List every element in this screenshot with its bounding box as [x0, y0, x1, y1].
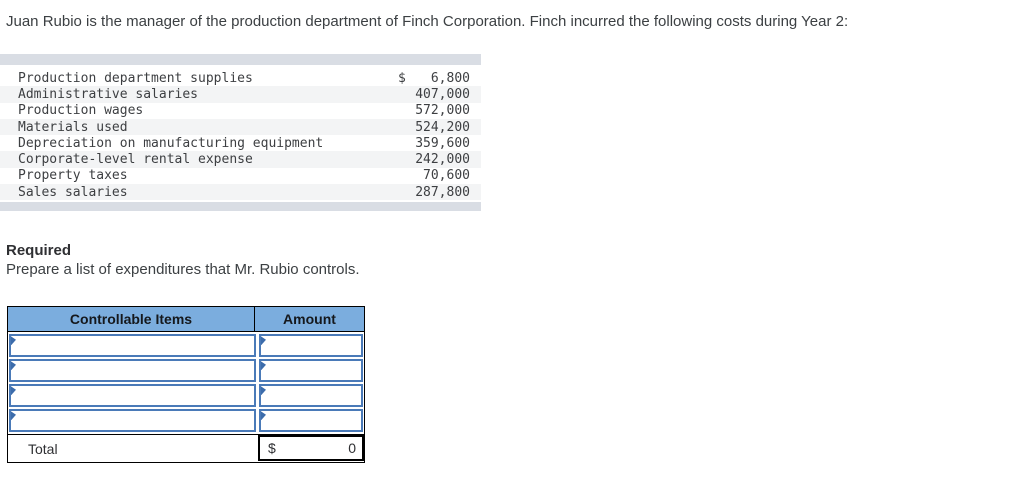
amount-input[interactable] — [261, 386, 361, 406]
cost-amount: 287,800 — [415, 184, 470, 200]
required-heading: Required — [6, 242, 72, 260]
cost-amount: 6,800 — [430, 70, 470, 86]
cost-label: Production wages — [18, 103, 144, 119]
amount-cell[interactable] — [259, 409, 363, 433]
cost-amount: 359,600 — [415, 135, 470, 151]
cost-row: Corporate-level rental expense 242,000 — [0, 151, 481, 168]
total-row: Total $ 0 — [8, 434, 364, 462]
amount-input[interactable] — [261, 411, 361, 431]
editable-cell-marker-icon — [261, 386, 266, 396]
cost-label: Corporate-level rental expense — [18, 152, 253, 168]
cost-table-top-band — [0, 54, 481, 65]
cost-row: Administrative salaries 407,000 — [0, 86, 481, 103]
required-instruction: Prepare a list of expenditures that Mr. … — [6, 261, 360, 279]
cost-table-rows: Production department supplies $ 6,800 A… — [0, 70, 481, 201]
controllable-item-input[interactable] — [11, 411, 254, 431]
cost-label: Sales salaries — [18, 184, 128, 200]
cost-amount: 572,000 — [415, 103, 470, 119]
editable-cell-marker-icon — [261, 336, 266, 346]
column-header-amount: Amount — [283, 311, 336, 328]
cost-table-bottom-band — [0, 202, 481, 212]
cost-amount: 407,000 — [415, 86, 470, 102]
editable-cell-marker-icon — [11, 411, 16, 421]
amount-input[interactable] — [261, 336, 361, 356]
answer-row-3 — [9, 384, 363, 408]
controllable-items-table: Controllable Items Amount — [7, 306, 365, 464]
amount-input[interactable] — [261, 361, 361, 381]
answer-row-4 — [9, 409, 363, 433]
cost-label: Property taxes — [18, 168, 128, 184]
controllable-item-input[interactable] — [11, 336, 254, 356]
editable-cell-marker-icon — [261, 361, 266, 371]
editable-cell-marker-icon — [11, 336, 16, 346]
cost-label: Depreciation on manufacturing equipment — [18, 135, 324, 151]
amount-cell[interactable] — [259, 384, 363, 408]
controllable-item-input[interactable] — [11, 386, 254, 406]
cost-row: Depreciation on manufacturing equipment … — [0, 135, 481, 151]
amount-cell[interactable] — [259, 334, 363, 358]
editable-cell-marker-icon — [261, 411, 266, 421]
cost-table: Production department supplies $ 6,800 A… — [0, 54, 481, 212]
problem-statement: Juan Rubio is the manager of the product… — [6, 13, 849, 30]
total-label: Total — [28, 440, 58, 457]
cost-amount: 524,200 — [415, 119, 470, 135]
cost-label: Materials used — [18, 119, 128, 135]
controllable-item-input[interactable] — [11, 361, 254, 381]
cost-row: Property taxes 70,600 — [0, 168, 481, 184]
cost-amount: 70,600 — [423, 168, 470, 184]
total-amount-value: 0 — [348, 440, 356, 457]
cost-row: Production wages 572,000 — [0, 103, 481, 119]
total-currency-symbol: $ — [268, 440, 276, 457]
cost-row: Materials used 524,200 — [0, 118, 481, 136]
cost-label: Administrative salaries — [18, 86, 199, 102]
controllable-item-cell[interactable] — [9, 384, 256, 408]
controllable-item-cell[interactable] — [9, 359, 256, 383]
answer-row-1 — [9, 334, 363, 358]
answer-row-2 — [9, 359, 363, 383]
controllable-item-cell[interactable] — [9, 409, 256, 433]
cost-row: Production department supplies $ 6,800 — [0, 70, 481, 86]
currency-symbol: $ — [398, 70, 406, 86]
cost-amount: 242,000 — [415, 152, 470, 168]
answer-table-header: Controllable Items Amount — [8, 307, 364, 333]
editable-cell-marker-icon — [11, 361, 16, 371]
total-amount-cell: $ 0 — [258, 435, 364, 462]
amount-cell[interactable] — [259, 359, 363, 383]
column-header-controllable-items: Controllable Items — [8, 307, 255, 332]
cost-row: Sales salaries 287,800 — [0, 184, 481, 201]
controllable-item-cell[interactable] — [9, 334, 256, 358]
editable-cell-marker-icon — [11, 386, 16, 396]
answer-table-body — [8, 332, 364, 433]
cost-label: Production department supplies — [18, 70, 253, 86]
